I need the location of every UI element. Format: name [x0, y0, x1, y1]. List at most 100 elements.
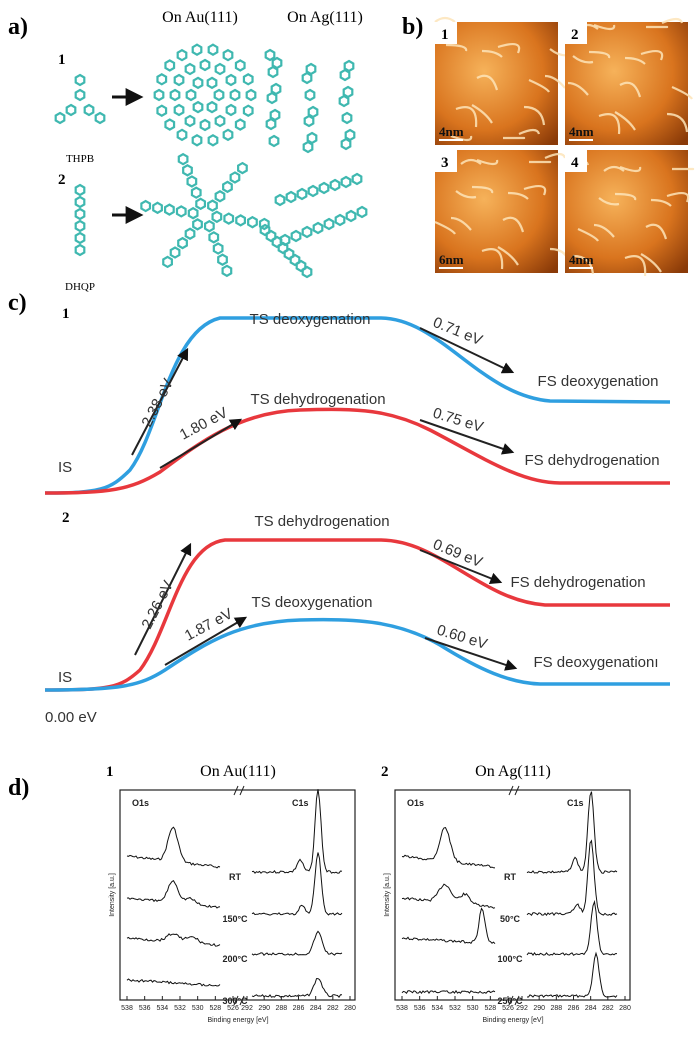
stm-feature: [471, 185, 494, 194]
x-tick-label: 280: [344, 1005, 356, 1012]
spectrum-o1s: [401, 907, 496, 945]
ring: [83, 103, 95, 117]
ring: [356, 205, 368, 219]
stm-feature: [624, 255, 647, 277]
ring: [164, 59, 176, 72]
stm-feature: [476, 158, 499, 166]
x-tick-label: 280: [619, 1005, 631, 1012]
energy-path-upper: [44, 316, 671, 495]
ring: [190, 186, 202, 199]
ring: [74, 219, 86, 233]
x-tick-label: 284: [585, 1005, 597, 1012]
ring: [169, 88, 181, 102]
panel-label: c): [8, 290, 27, 316]
ring: [342, 85, 354, 99]
arrow: [134, 542, 192, 656]
temperature-label: 150°C: [222, 914, 248, 924]
stm-feature: [497, 42, 521, 54]
stm-feature: [603, 165, 625, 172]
image-number: 2: [571, 27, 579, 43]
image-number: 4: [571, 155, 579, 171]
column-title: On Ag(111): [287, 9, 363, 26]
ring: [242, 73, 254, 86]
ring: [74, 243, 86, 257]
ring: [351, 172, 363, 186]
temperature-label: RT: [504, 872, 516, 882]
fs-label: FS dehydrogenation: [524, 452, 659, 469]
ring: [307, 184, 319, 198]
panel-b: b) 1 4nm 2 4nm 3 6nm 4 4nm: [402, 14, 695, 277]
x-tick-label: 282: [602, 1005, 614, 1012]
ring: [274, 193, 286, 207]
x-tick-label: 530: [467, 1005, 479, 1012]
ts-label: TS dehydrogenation: [254, 513, 389, 530]
temperature-label: RT: [229, 872, 241, 882]
x-tick-label: 534: [431, 1005, 443, 1012]
ring: [235, 214, 246, 227]
ring: [54, 111, 66, 125]
spectrum-c1s: [251, 789, 343, 874]
ring: [304, 88, 316, 102]
ring: [74, 183, 86, 197]
number-box: [435, 150, 457, 172]
stm-feature: [476, 74, 499, 91]
stm-feature: [455, 190, 477, 199]
region-label: O1s: [407, 798, 424, 808]
ring: [184, 227, 196, 240]
ring: [199, 58, 211, 72]
scale-label: 4nm: [439, 124, 464, 139]
fs-label: FS deoxygenation: [538, 373, 659, 390]
ring: [177, 153, 189, 166]
x-tick-label: 526: [227, 1005, 239, 1012]
fs-label: FS dehydrogenation: [510, 574, 645, 591]
row-number: 2: [58, 172, 66, 188]
region-label: C1s: [292, 798, 309, 808]
arrow: [164, 616, 248, 666]
spectrum-o1s: [126, 933, 221, 947]
ts-label: TS deoxygenation: [252, 594, 373, 611]
temperature-label: 200°C: [222, 954, 248, 964]
ring: [213, 88, 225, 102]
arrow: [419, 327, 515, 374]
ring: [164, 118, 176, 131]
temperature-label: 250°C: [497, 996, 523, 1006]
ring: [74, 73, 86, 87]
x-tick-label: 538: [396, 1005, 408, 1012]
x-tick-label: 288: [275, 1005, 287, 1012]
x-tick-label: 536: [139, 1005, 151, 1012]
ring: [65, 103, 77, 117]
ring: [225, 103, 237, 117]
stm-feature: [666, 112, 689, 133]
stm-feature: [666, 191, 690, 203]
arrow: [419, 549, 503, 585]
x-tick-label: 288: [550, 1005, 562, 1012]
ring: [345, 209, 357, 223]
stm-feature: [577, 227, 599, 242]
arrow: [159, 418, 243, 469]
stm-feature: [481, 49, 503, 58]
plot-frame: [394, 789, 631, 1001]
stm-feature: [619, 165, 642, 173]
ring: [187, 207, 199, 220]
x-tick-label: 290: [258, 1005, 270, 1012]
x-tick-label: 536: [414, 1005, 426, 1012]
ring: [186, 175, 198, 188]
ring: [247, 216, 258, 229]
molecule-name: DHQP: [65, 281, 95, 293]
stm-feature: [671, 85, 693, 100]
ring: [74, 231, 86, 245]
x-tick-label: 528: [209, 1005, 221, 1012]
spectrum-o1s: [126, 880, 221, 909]
x-tick-label: 526: [502, 1005, 514, 1012]
ring: [206, 76, 218, 89]
x-tick-label: 282: [327, 1005, 339, 1012]
molecule-drawings: [54, 43, 368, 279]
ring: [301, 225, 313, 239]
x-tick-label: 286: [568, 1005, 580, 1012]
ring: [229, 171, 241, 184]
temperature-label: 50°C: [500, 914, 521, 924]
stm-feature: [507, 191, 529, 200]
ring: [156, 73, 168, 86]
panel-c: c) 1 TS deoxygenation FS deoxygenation T…: [8, 290, 671, 726]
ring: [242, 104, 254, 117]
